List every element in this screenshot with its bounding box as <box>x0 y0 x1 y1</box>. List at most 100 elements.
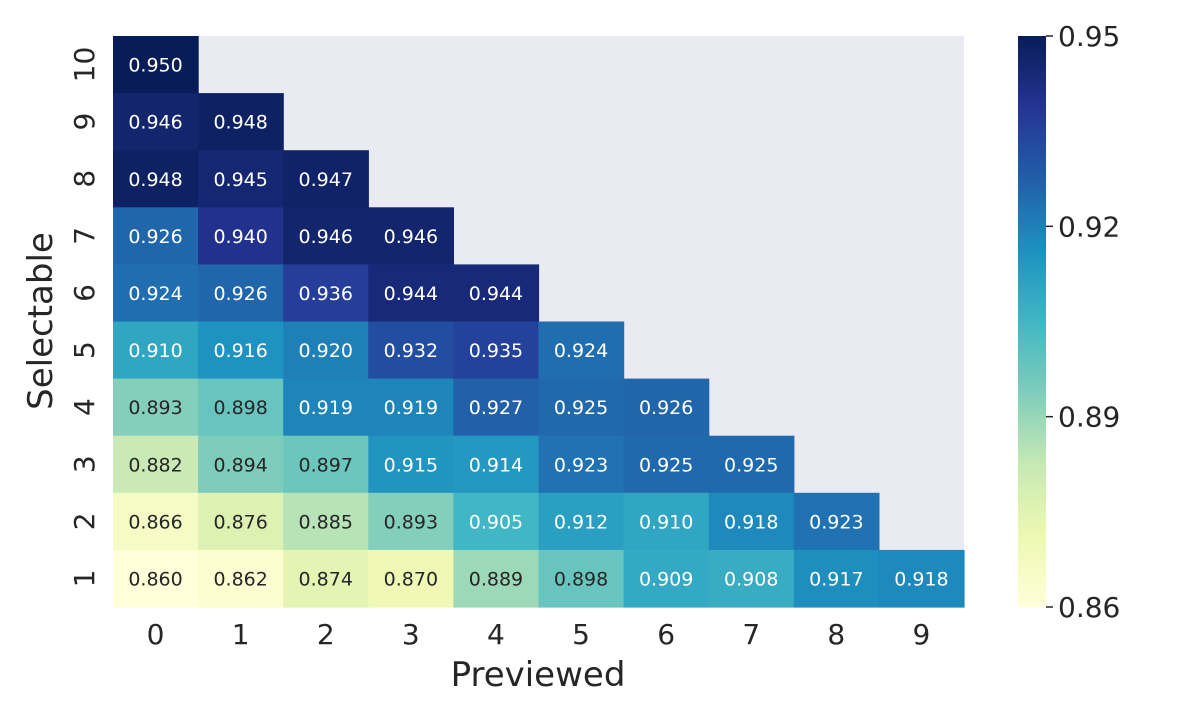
heatmap-cell-3-3 <box>368 435 454 494</box>
heatmap-cell-4-4 <box>453 378 540 437</box>
cell-value-label: 0.915 <box>384 454 438 476</box>
heatmap-cell-1-8 <box>793 549 880 608</box>
heatmap-cell-4-1 <box>198 378 284 437</box>
cell-value-label: 0.909 <box>639 568 693 590</box>
cell-value-label: 0.926 <box>213 283 267 305</box>
heatmap-cell-5-0 <box>113 321 199 380</box>
heatmap-cell-1-5 <box>538 549 625 608</box>
heatmap-cell-2-8 <box>793 492 880 551</box>
x-tick-label: 6 <box>657 618 675 651</box>
heatmap-cell-3-4 <box>453 435 540 494</box>
cell-value-label: 0.874 <box>299 568 353 590</box>
heatmap-cell-4-3 <box>368 378 454 437</box>
x-tick-label: 9 <box>913 618 931 651</box>
cell-value-label: 0.870 <box>384 568 438 590</box>
cell-value-label: 0.919 <box>299 397 353 419</box>
heatmap-cell-7-3 <box>368 207 454 265</box>
heatmap-cell-8-1 <box>198 150 284 208</box>
y-tick-label: 4 <box>68 398 101 416</box>
heatmap-cell-2-5 <box>538 492 625 551</box>
heatmap-cell-2-6 <box>623 492 710 551</box>
cell-value-label: 0.924 <box>128 283 182 305</box>
y-tick-label: 5 <box>68 341 101 359</box>
cell-value-label: 0.918 <box>724 511 778 533</box>
heatmap-cell-7-1 <box>198 207 284 265</box>
cell-value-label: 0.950 <box>128 55 182 77</box>
cell-value-label: 0.927 <box>469 397 523 419</box>
cell-value-label: 0.897 <box>299 454 353 476</box>
y-tick-label: 9 <box>68 113 101 131</box>
cell-value-label: 0.945 <box>213 169 267 191</box>
heatmap-cell-1-1 <box>198 549 284 608</box>
cell-value-label: 0.917 <box>809 568 863 590</box>
heatmap-cell-4-6 <box>623 378 710 437</box>
x-tick-label: 1 <box>232 618 250 651</box>
cell-value-label: 0.920 <box>299 340 353 362</box>
heatmap-cell-9-0 <box>113 93 199 151</box>
heatmap-cell-3-2 <box>283 435 369 494</box>
cell-value-label: 0.882 <box>128 454 182 476</box>
cell-value-label: 0.925 <box>724 454 778 476</box>
cell-value-label: 0.925 <box>554 397 608 419</box>
cell-value-label: 0.910 <box>639 511 693 533</box>
cell-value-label: 0.914 <box>469 454 523 476</box>
cell-value-label: 0.889 <box>469 568 523 590</box>
colorbar-tick-label: 0.86 <box>1058 591 1120 624</box>
cell-value-label: 0.946 <box>384 226 438 248</box>
heatmap-cell-5-4 <box>453 321 540 380</box>
colorbar-ticks: 0.95 0.92 0.89 0.86 <box>1046 20 1120 624</box>
cell-value-label: 0.926 <box>639 397 693 419</box>
x-tick-labels: 0 1 2 3 4 5 6 7 8 9 <box>147 618 931 651</box>
y-tick-label: 1 <box>68 570 101 588</box>
cell-value-label: 0.948 <box>128 169 182 191</box>
heatmap-cell-4-0 <box>113 378 199 437</box>
cell-value-label: 0.948 <box>213 112 267 134</box>
x-tick-label: 2 <box>317 618 335 651</box>
heatmap-cell-1-7 <box>708 549 795 608</box>
y-tick-label: 7 <box>68 227 101 245</box>
y-axis-label: Selectable <box>21 232 61 410</box>
y-tick-label: 3 <box>68 455 101 473</box>
heatmap-cells <box>113 36 965 608</box>
y-tick-label: 6 <box>68 284 101 302</box>
heatmap-cell-5-1 <box>198 321 284 380</box>
cell-value-label: 0.919 <box>384 397 438 419</box>
cell-value-label: 0.925 <box>639 454 693 476</box>
heatmap-cell-2-2 <box>283 492 369 551</box>
x-tick-label: 5 <box>572 618 590 651</box>
heatmap-cell-1-6 <box>623 549 710 608</box>
heatmap-cell-5-2 <box>283 321 369 380</box>
cell-value-label: 0.923 <box>809 511 863 533</box>
heatmap-cell-10-0 <box>113 36 199 94</box>
cell-value-label: 0.912 <box>554 511 608 533</box>
heatmap-cell-6-1 <box>198 264 284 323</box>
cell-value-label: 0.893 <box>128 397 182 419</box>
heatmap-cell-2-3 <box>368 492 454 551</box>
heatmap-cell-1-2 <box>283 549 369 608</box>
heatmap-cell-4-2 <box>283 378 369 437</box>
cell-value-label: 0.924 <box>554 340 608 362</box>
cell-value-label: 0.866 <box>128 511 182 533</box>
heatmap-cell-3-5 <box>538 435 625 494</box>
heatmap-cell-3-7 <box>708 435 795 494</box>
heatmap-cell-9-1 <box>198 93 284 151</box>
heatmap-cell-2-7 <box>708 492 795 551</box>
heatmap-cell-labels: 0.950 0.946 0.948 0.948 0.945 0.947 0.926 0.940… <box>128 55 948 591</box>
cell-value-label: 0.898 <box>554 568 608 590</box>
cell-value-label: 0.910 <box>128 340 182 362</box>
x-axis-label: Previewed <box>451 655 626 695</box>
heatmap-cell-7-2 <box>283 207 369 265</box>
heatmap-cell-8-2 <box>283 150 369 208</box>
x-tick-label: 8 <box>827 618 845 651</box>
cell-value-label: 0.926 <box>128 226 182 248</box>
heatmap-cell-3-0 <box>113 435 199 494</box>
cell-value-label: 0.918 <box>894 568 948 590</box>
heatmap-cell-8-0 <box>113 150 199 208</box>
cell-value-label: 0.947 <box>299 169 353 191</box>
heatmap-cell-5-3 <box>368 321 454 380</box>
cell-value-label: 0.893 <box>384 511 438 533</box>
heatmap-cell-6-2 <box>283 264 369 323</box>
cell-value-label: 0.860 <box>128 568 182 590</box>
y-tick-label: 8 <box>68 170 101 188</box>
